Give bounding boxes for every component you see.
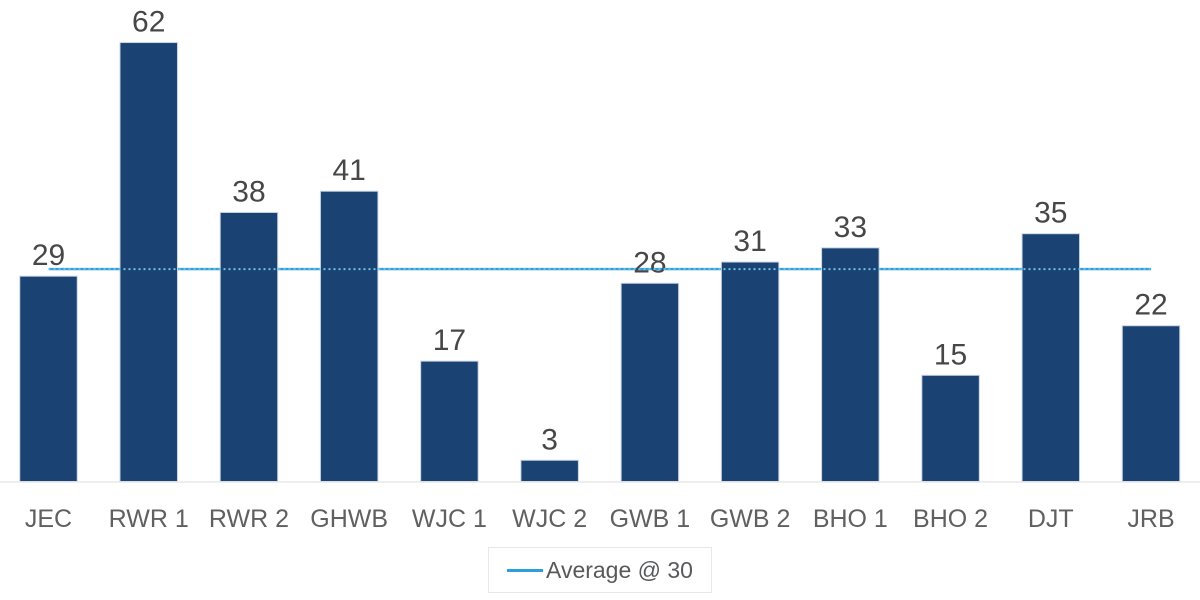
- value-label-gwb-1: 28: [633, 246, 666, 279]
- category-label-bho-1: BHO 1: [813, 505, 888, 533]
- category-label-wjc-2: WJC 2: [512, 505, 587, 533]
- bar-wjc-1: [420, 360, 479, 483]
- value-label-jec: 29: [32, 239, 65, 272]
- legend-label: Average @ 30: [546, 556, 693, 583]
- category-label-bho-2: BHO 2: [913, 505, 988, 533]
- bar-gwb-1: [620, 282, 680, 483]
- value-label-rwr-2: 38: [232, 175, 265, 208]
- category-label-wjc-1: WJC 1: [412, 505, 487, 533]
- category-label-gwb-1: GWB 1: [610, 505, 691, 533]
- bar-jrb: [1121, 325, 1181, 482]
- category-label-gwb-2: GWB 2: [710, 505, 791, 533]
- value-label-gwb-2: 31: [733, 225, 766, 258]
- category-label-ghwb: GHWB: [310, 505, 388, 533]
- category-label-djt: DJT: [1028, 505, 1074, 533]
- bar-bho-2: [921, 374, 980, 482]
- bar-bho-1: [821, 247, 880, 482]
- value-label-djt: 35: [1034, 197, 1067, 230]
- value-label-bho-2: 15: [934, 338, 967, 371]
- bar-gwb-2: [720, 261, 780, 482]
- value-label-wjc-2: 3: [541, 423, 558, 456]
- legend-item-average[interactable]: Average @ 30: [488, 547, 712, 593]
- bar-djt: [1021, 233, 1081, 482]
- value-label-rwr-1: 62: [132, 6, 165, 39]
- bar-jec: [19, 275, 78, 482]
- value-label-wjc-1: 17: [433, 324, 466, 357]
- legend-line-swatch-icon: [507, 568, 544, 572]
- category-label-jrb: JRB: [1127, 505, 1174, 533]
- value-label-ghwb: 41: [333, 154, 366, 187]
- value-label-bho-1: 33: [834, 211, 867, 244]
- bar-rwr-2: [219, 211, 279, 483]
- value-label-jrb: 22: [1134, 289, 1167, 322]
- bar-wjc-2: [520, 459, 579, 483]
- bar-rwr-1: [119, 42, 178, 482]
- bar-ghwb: [319, 190, 379, 482]
- category-label-rwr-2: RWR 2: [209, 505, 289, 533]
- category-label-jec: JEC: [25, 505, 72, 533]
- category-label-rwr-1: RWR 1: [109, 505, 189, 533]
